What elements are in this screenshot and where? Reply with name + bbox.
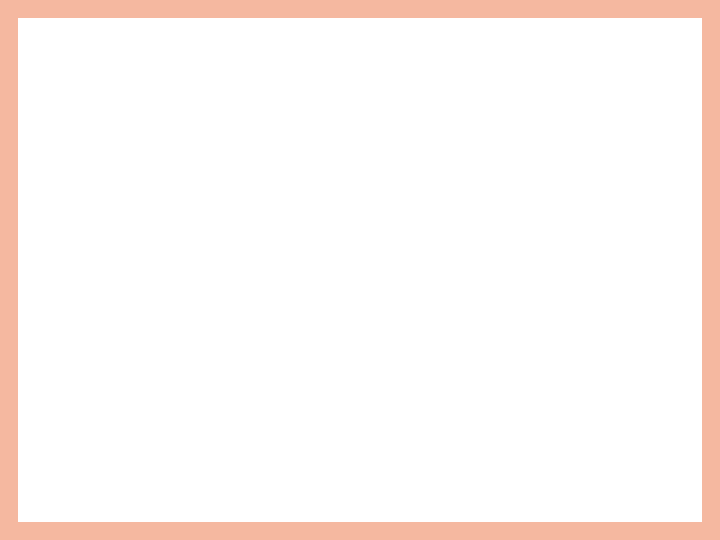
Text: and for n standby components (case (c)),: and for n standby components (case (c)), (29, 159, 402, 177)
Text: Compare the reliability of a 2-component system each having a
failure rate of 0.: Compare the reliability of a 2-component… (29, 364, 624, 485)
Text: $m = \int_0^{\infty} \sum_{x=0}^{n} \dfrac{(\lambda t)^x e^{-\lambda t}}{x!} = \: $m = \int_0^{\infty} \sum_{x=0}^{n} \dfr… (161, 208, 444, 267)
Text: Example: Example (29, 327, 113, 346)
Text: (d) Mean time to failure: (d) Mean time to failure (29, 19, 243, 37)
Text: $m = \int_0^{\infty} e^{-\lambda t}\left(1 + \lambda t\right)dt = \dfrac{1}{\lam: $m = \int_0^{\infty} e^{-\lambda t}\left… (191, 62, 529, 105)
